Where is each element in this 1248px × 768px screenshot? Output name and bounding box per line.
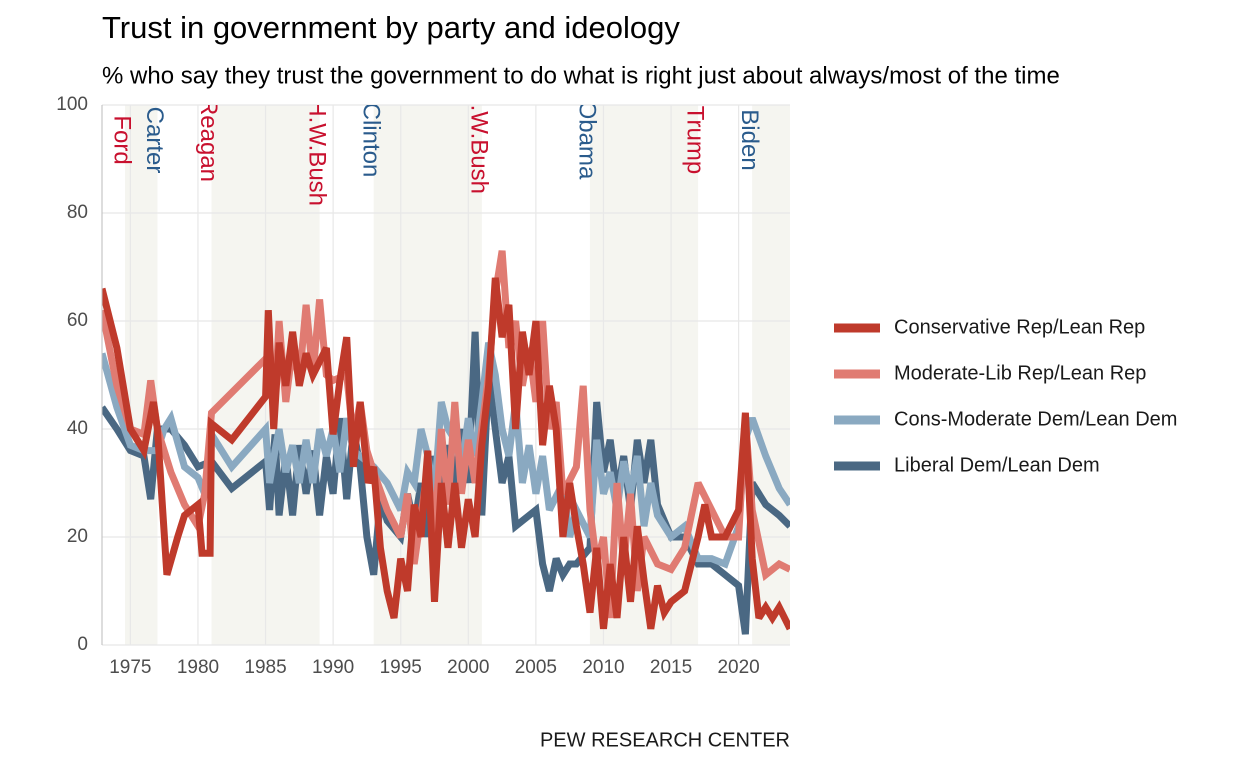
- y-tick-label: 0: [77, 634, 88, 655]
- x-tick-label: 1985: [244, 657, 286, 678]
- legend-label: Liberal Dem/Lean Dem: [894, 454, 1100, 476]
- president-label: Ford: [109, 115, 136, 164]
- axes: 0 20 40 60 80 100 1975 1980 1985 1990 1995 2000 2005…: [56, 94, 759, 678]
- president-label: G.H.W.Bush: [303, 74, 330, 206]
- term-band: [373, 105, 482, 645]
- president-label: Biden: [736, 109, 763, 170]
- president-label: Obama: [574, 101, 601, 180]
- lines: [102, 250, 790, 635]
- president-label: G.W.Bush: [465, 86, 492, 194]
- president-label: Reagan: [195, 98, 222, 182]
- x-tick-label: 2020: [717, 657, 759, 678]
- y-tick-label: 80: [67, 202, 88, 223]
- x-tick-label: 1995: [380, 657, 422, 678]
- legend-label: Conservative Rep/Lean Rep: [894, 316, 1145, 338]
- legend: Conservative Rep/Lean Rep Moderate-Lib Re…: [834, 316, 1177, 476]
- president-label: Nixon: [72, 109, 99, 170]
- source: PEW RESEARCH CENTER: [540, 729, 790, 751]
- legend-label: Moderate-Lib Rep/Lean Rep: [894, 362, 1146, 384]
- y-tick-label: 20: [67, 526, 88, 547]
- y-tick-label: 40: [67, 418, 88, 439]
- y-tick-label: 100: [56, 94, 88, 115]
- president-labels: Nixon Ford Carter Reagan G.H.W.Bush Clinton G.…: [72, 74, 763, 206]
- x-tick-label: 2000: [447, 657, 489, 678]
- president-label: Carter: [141, 107, 168, 174]
- series-line: [102, 277, 790, 631]
- x-tick-label: 2005: [515, 657, 557, 678]
- x-tick-label: 1980: [177, 657, 219, 678]
- x-tick-label: 2015: [650, 657, 692, 678]
- x-tick-label: 1990: [312, 657, 354, 678]
- president-label: Trump: [682, 106, 709, 174]
- president-label: Clinton: [357, 103, 384, 178]
- x-tick-label: 2010: [582, 657, 624, 678]
- x-tick-label: 1975: [109, 657, 151, 678]
- legend-label: Cons-Moderate Dem/Lean Dem: [894, 408, 1177, 430]
- chart-subtitle: % who say they trust the government to d…: [102, 62, 1060, 89]
- chart-title: Trust in government by party and ideolog…: [102, 10, 680, 45]
- y-tick-label: 60: [67, 310, 88, 331]
